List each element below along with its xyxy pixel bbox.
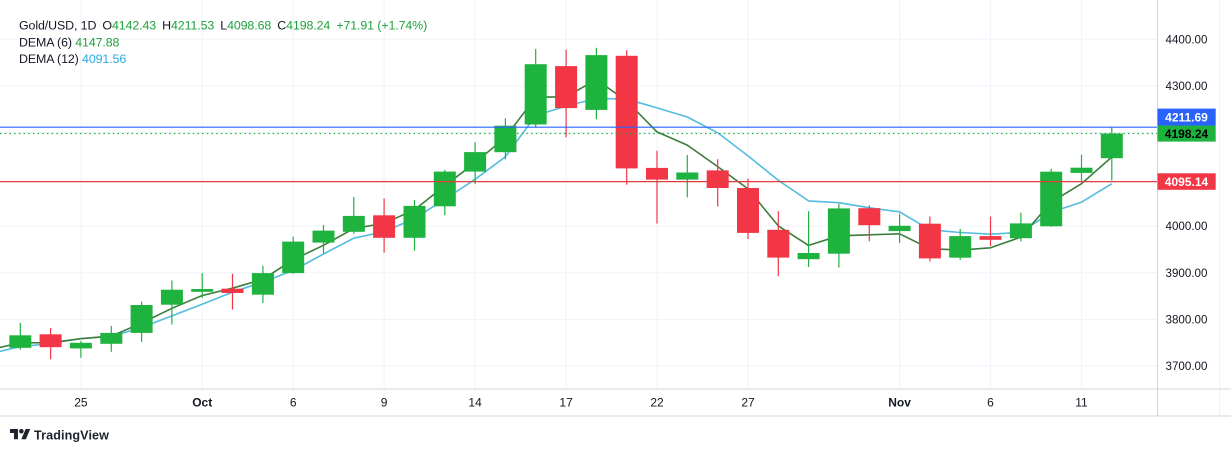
svg-text:4300.00: 4300.00 [1166,80,1208,93]
svg-text:4095.14: 4095.14 [1165,175,1209,189]
svg-text:4400.00: 4400.00 [1166,33,1208,46]
svg-text:4198.24: 4198.24 [1165,127,1209,141]
svg-text:Nov: Nov [888,396,911,410]
svg-text:DEMA (12) 4091.56: DEMA (12) 4091.56 [19,52,126,66]
svg-text:TradingView: TradingView [34,429,109,443]
svg-text:DEMA (6) 4147.88: DEMA (6) 4147.88 [19,35,120,49]
svg-text:11: 11 [1075,396,1088,410]
svg-text:6: 6 [987,396,994,410]
svg-text:4211.69: 4211.69 [1165,110,1208,124]
svg-text:22: 22 [650,396,664,410]
svg-text:3800.00: 3800.00 [1166,314,1208,327]
svg-text:27: 27 [741,396,755,410]
svg-text:14: 14 [468,396,482,410]
svg-text:17: 17 [559,396,573,410]
svg-text:3900.00: 3900.00 [1166,267,1208,280]
svg-text:Gold/USD, 1D O4142.43 H4211.53: Gold/USD, 1D O4142.43 H4211.53 L4098.68 … [19,19,427,33]
svg-text:9: 9 [381,396,388,410]
svg-text:6: 6 [290,396,297,410]
svg-text:3700.00: 3700.00 [1166,360,1208,373]
svg-text:Oct: Oct [192,396,212,410]
svg-text:25: 25 [74,396,88,410]
svg-text:4000.00: 4000.00 [1166,220,1208,233]
